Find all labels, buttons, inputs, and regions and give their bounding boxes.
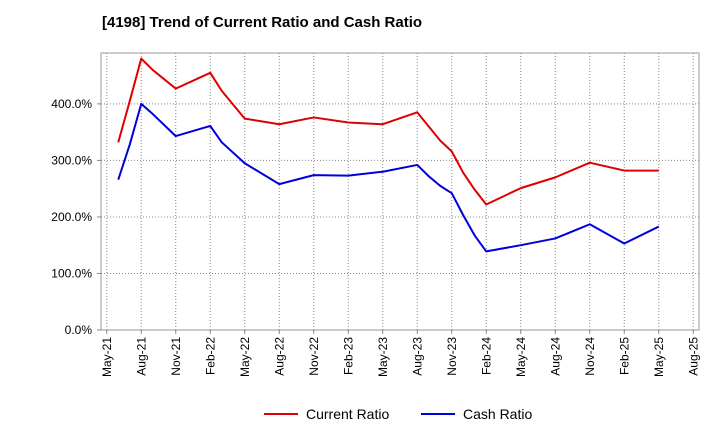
x-tick-label: May-23 — [376, 337, 390, 377]
x-tick-label: Aug-21 — [134, 337, 148, 376]
x-tick-label: Feb-25 — [617, 337, 631, 375]
x-tick-label: May-21 — [100, 337, 114, 377]
chart-title: [4198] Trend of Current Ratio and Cash R… — [102, 14, 423, 31]
y-tick-label: 200.0% — [51, 210, 92, 224]
x-tick-label: Nov-23 — [445, 337, 459, 376]
legend-item-cash-ratio: Cash Ratio — [421, 404, 532, 424]
legend-label-cash-ratio: Cash Ratio — [463, 406, 533, 422]
x-tick-label: May-25 — [652, 337, 666, 377]
x-tick-label: Feb-23 — [341, 337, 355, 375]
legend-item-current-ratio: Current Ratio — [264, 404, 389, 424]
plot-area — [100, 52, 700, 331]
series-line-current-ratio — [117, 57, 659, 206]
y-tick-label: 400.0% — [51, 97, 92, 111]
x-tick-label: Aug-24 — [548, 337, 562, 376]
x-tick-label: Feb-22 — [203, 337, 217, 375]
x-tick-label: Nov-24 — [583, 337, 597, 376]
legend-label-current-ratio: Current Ratio — [306, 406, 390, 422]
y-tick-label: 100.0% — [51, 266, 92, 280]
x-tick-label: Feb-24 — [479, 337, 493, 375]
x-tick-label: Aug-25 — [686, 337, 700, 376]
series-line-cash-ratio — [117, 102, 660, 253]
y-tick-label: 300.0% — [51, 153, 92, 167]
x-tick-label: May-24 — [514, 337, 528, 377]
x-tick-label: Nov-22 — [307, 337, 321, 376]
legend-swatch-current-ratio — [264, 413, 298, 415]
y-tick-label: 0.0% — [65, 323, 93, 337]
x-tick-label: May-22 — [238, 337, 252, 377]
legend-swatch-cash-ratio — [421, 413, 455, 415]
x-tick-label: Aug-23 — [410, 337, 424, 376]
x-tick-label: Aug-22 — [272, 337, 286, 376]
x-tick-label: Nov-21 — [169, 337, 183, 376]
